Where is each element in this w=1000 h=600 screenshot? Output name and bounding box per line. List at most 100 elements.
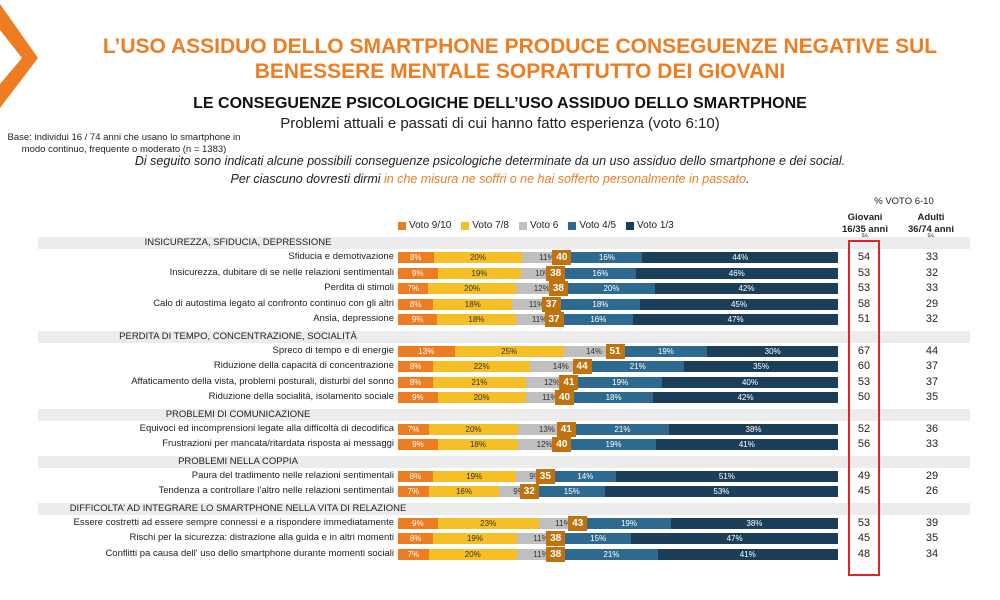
adulti-value: 36 xyxy=(925,422,939,435)
giovani-value: 60 xyxy=(857,360,871,372)
chart-subtitle-2: Problemi attuali e passati di cui hanno … xyxy=(280,115,720,132)
row-label: Ansia, depressione xyxy=(313,313,394,324)
bar-segment-voto-7-8: 20% xyxy=(429,423,518,435)
giovani-value: 58 xyxy=(857,297,871,310)
title-line-2: BENESSERE MENTALE SOPRATTUTTO DEI GIOVAN… xyxy=(254,60,786,83)
bar-segment-voto-4-5: 19% xyxy=(624,345,708,357)
giovani-pct-symbol: % xyxy=(832,232,898,241)
bar-segment-voto-9-10: 9% xyxy=(398,314,438,325)
giovani-value: 49 xyxy=(857,469,871,482)
legend-label: Voto 7/8 xyxy=(472,220,509,231)
brand-arrow-icon xyxy=(0,4,38,108)
page-title: L’USO ASSIDUO DELLO SMARTPHONE PRODUCE C… xyxy=(60,34,980,84)
bar-segment-voto-7-8: 16% xyxy=(428,486,500,497)
bar-segment-voto-4-5: 15% xyxy=(538,486,605,497)
bar-segment-voto-4-5: 19% xyxy=(578,376,662,388)
bar-segment-voto-7-8: 22% xyxy=(433,361,530,372)
legend-swatch xyxy=(461,221,470,230)
row-label: Equivoci ed incomprensioni legate alla d… xyxy=(139,422,394,434)
bar-segment-voto-1-3: 51% xyxy=(615,470,838,482)
bar-segment-voto-9-10: 7% xyxy=(398,548,429,560)
giovani-value: 53 xyxy=(857,375,871,388)
adulti-value: 39 xyxy=(925,516,939,529)
bar-segment-voto-6: 9% xyxy=(515,470,555,482)
base-line-2: modo continuo, frequente o moderato (n =… xyxy=(21,144,227,155)
bar-segment-voto-9-10: 9% xyxy=(398,439,438,450)
row-label: Affaticamento della vista, problemi post… xyxy=(131,375,394,387)
bar-segment-voto-9-10: 7% xyxy=(398,423,430,435)
giovani-value: 53 xyxy=(857,266,871,279)
instruction-text: Per ciascuno dovresti dirmi xyxy=(230,172,385,186)
section-header-band xyxy=(38,330,970,343)
bar-segment-voto-7-8: 19% xyxy=(432,470,516,482)
section-title: PROBLEMI DI COMUNICAZIONE xyxy=(165,408,311,420)
bar-segment-voto-6: 11% xyxy=(515,314,564,325)
bar-segment-voto-7-8: 19% xyxy=(437,267,522,279)
section-header-band xyxy=(38,455,970,468)
instruction-line-1: Di seguito sono indicati alcune possibil… xyxy=(134,154,846,168)
bar-segment-voto-1-3: 35% xyxy=(684,361,838,372)
instruction-end: . xyxy=(746,172,750,186)
bar-segment-voto-6: 11% xyxy=(516,548,566,560)
bar-segment-voto-7-8: 18% xyxy=(433,298,513,310)
bar-segment-voto-6: 11% xyxy=(522,252,572,263)
giovani-value: 56 xyxy=(857,438,871,450)
row-label: Rischi per la sicurezza: distrazione all… xyxy=(129,532,394,543)
adulti-value: 35 xyxy=(925,532,939,544)
bar-segment-voto-1-3: 46% xyxy=(635,267,838,279)
legend-label: Voto 4/5 xyxy=(579,220,617,231)
bar-segment-voto-6: 12% xyxy=(515,283,568,294)
adulti-value: 34 xyxy=(925,547,939,560)
total-value-label: 32 xyxy=(519,484,539,499)
bar-segment-voto-7-8: 20% xyxy=(437,392,526,403)
total-value-label: 44 xyxy=(572,359,592,374)
bar-segment-voto-7-8: 20% xyxy=(428,283,516,294)
bar-segment-voto-6: 12% xyxy=(518,439,572,450)
bar-segment-voto-4-5: 16% xyxy=(565,267,636,279)
bar-segment-voto-1-3: 47% xyxy=(633,314,838,325)
section-header-band xyxy=(38,237,970,249)
chart-legend: Voto 9/10 Voto 7/8 Voto 6 Voto 4/5 Voto 1/3 xyxy=(398,220,674,231)
adulti-value: 33 xyxy=(925,282,939,294)
bar-segment-voto-1-3: 41% xyxy=(657,548,838,560)
row-label: Tendenza a controllare l’altro nelle rel… xyxy=(158,485,394,496)
bar-segment-voto-9-10: 8% xyxy=(398,376,434,388)
bar-segment-voto-6: 11% xyxy=(538,517,588,529)
bar-segment-voto-6: 10% xyxy=(521,267,566,279)
legend-label: Voto 9/10 xyxy=(409,220,452,231)
bar-segment-voto-7-8: 18% xyxy=(437,314,516,325)
total-value-label: 38 xyxy=(546,531,566,546)
total-value-label: 38 xyxy=(546,265,566,281)
total-value-label: 37 xyxy=(544,312,564,327)
adulti-header-line-2: 36/74 anni xyxy=(908,224,954,235)
bar-segment-voto-6: 11% xyxy=(525,392,574,403)
giovani-value: 52 xyxy=(857,422,871,435)
giovani-header-line-1: Giovani xyxy=(847,212,883,223)
legend-swatch xyxy=(518,221,527,230)
instruction-highlight: in che misura ne soffri o ne hai soffert… xyxy=(384,172,747,186)
bar-segment-voto-6: 13% xyxy=(518,423,576,435)
bar-segment-voto-4-5: 18% xyxy=(574,392,654,403)
sample-base-note: Base: individui 16 / 74 anni che usano l… xyxy=(2,132,246,156)
row-label: Insicurezza, dubitare di se nelle relazi… xyxy=(169,266,394,278)
total-value-label: 41 xyxy=(559,374,579,390)
adulti-value: 32 xyxy=(925,313,939,325)
bar-segment-voto-7-8: 23% xyxy=(437,517,539,529)
row-label: Essere costretti ad essere sempre connes… xyxy=(73,516,394,528)
bar-segment-voto-9-10: 8% xyxy=(398,470,433,482)
giovani-value: 45 xyxy=(857,532,871,544)
legend-item-voto-4-5: Voto 4/5 xyxy=(568,220,616,231)
bar-segment-voto-4-5: 21% xyxy=(575,423,670,435)
bar-segment-voto-7-8: 20% xyxy=(433,252,523,263)
legend-swatch xyxy=(398,221,406,230)
voto-range-label: % VOTO 6-10 xyxy=(874,196,934,207)
adulti-header-line-1: Adulti xyxy=(917,212,945,223)
bar-segment-voto-4-5: 14% xyxy=(554,470,616,482)
chart-subtitle: LE CONSEGUENZE PSICOLOGICHE DELL’USO ASS… xyxy=(193,95,807,112)
bar-segment-voto-1-3: 47% xyxy=(631,533,838,544)
adulti-value: 29 xyxy=(925,469,939,482)
bar-segment-voto-6: 14% xyxy=(563,345,625,357)
section-title: PERDITA DI TEMPO, CONCENTRAZIONE, SOCIAL… xyxy=(119,330,357,342)
bar-segment-voto-4-5: 20% xyxy=(567,283,656,294)
bar-segment-voto-4-5: 19% xyxy=(587,517,671,529)
